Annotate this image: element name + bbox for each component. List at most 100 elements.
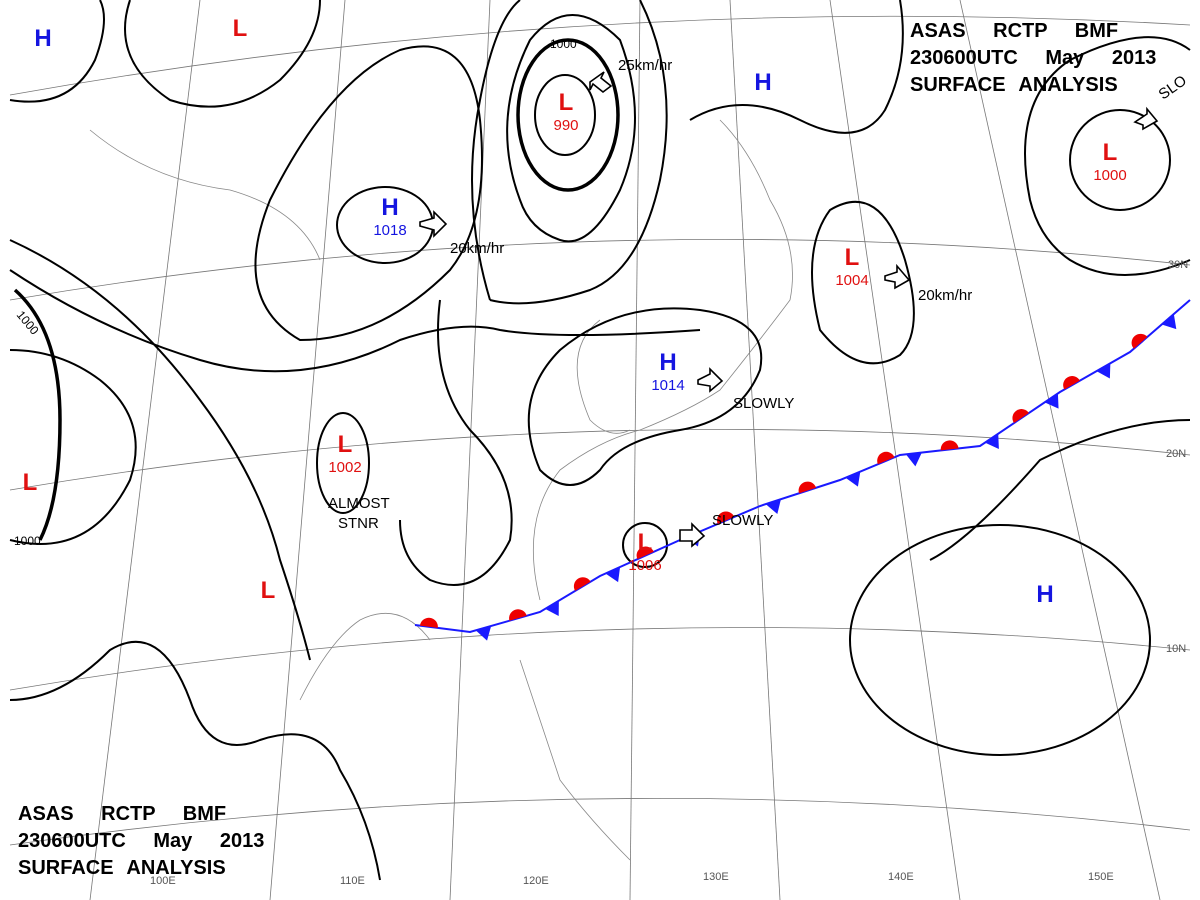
isobars-item <box>527 307 763 486</box>
graticule-item <box>9 429 1191 491</box>
isobar-label: 1000 <box>14 534 41 548</box>
center-symbol: L <box>261 577 276 604</box>
isobar-label: 1000 <box>550 37 577 51</box>
center-pressure: 1014 <box>651 377 684 394</box>
motion-label: SLOWLY <box>712 512 773 529</box>
isobars-item <box>9 0 105 103</box>
motion-label: STNR <box>338 515 379 532</box>
motion-arrows <box>419 71 1159 548</box>
coastline-item <box>576 319 631 434</box>
motion-label: 20km/hr <box>918 287 972 304</box>
isobars-item <box>399 299 513 586</box>
center-symbol: L <box>233 15 248 42</box>
motion-arrows-item <box>419 210 448 238</box>
isobars-item <box>811 200 915 365</box>
isobars-item <box>124 0 321 108</box>
isobars-item <box>534 74 596 156</box>
warm-front-symbol <box>877 451 895 465</box>
longitude-label: 120E <box>523 875 549 887</box>
center-pressure: 1002 <box>328 459 361 476</box>
cold-front-symbol <box>905 452 922 467</box>
warm-front-symbol <box>798 481 817 494</box>
isobars-item <box>516 38 620 192</box>
center-symbol: H <box>34 25 51 52</box>
isobars-item <box>506 14 636 243</box>
coastline-item <box>519 659 631 861</box>
isobars-item <box>1069 109 1171 211</box>
center-pressure: 990 <box>553 117 578 134</box>
cold-front-symbol <box>475 625 492 641</box>
latitude-label: 10N <box>1166 643 1186 655</box>
longitude-label: 150E <box>1088 871 1114 883</box>
isobars-item <box>929 419 1191 561</box>
center-pressure: 1018 <box>373 222 406 239</box>
warm-front-symbol <box>717 511 735 524</box>
warm-front-symbol <box>1131 333 1148 349</box>
center-symbol: H <box>381 194 398 221</box>
cold-front-symbol <box>845 471 861 487</box>
warm-front-symbol <box>1012 409 1029 424</box>
coastline-item <box>299 613 431 701</box>
warm-front-symbol <box>419 617 438 628</box>
header-line: SURFACE ANALYSIS <box>910 74 1118 96</box>
motion-arrows-item <box>589 71 613 94</box>
header-line: SURFACE ANALYSIS <box>18 857 226 879</box>
isobars-item <box>9 640 381 881</box>
latitude-label: 30N <box>1168 259 1188 271</box>
graticule-item <box>629 0 641 900</box>
isobars-item <box>254 45 483 342</box>
center-symbol: H <box>754 69 771 96</box>
cold-front-symbol <box>545 600 559 616</box>
isobars-item <box>9 349 137 545</box>
header-line: ASAS RCTP BMF <box>18 803 226 825</box>
header-line: 230600UTC May 2013 <box>910 47 1156 69</box>
center-symbol: H <box>659 349 676 376</box>
graticule-item <box>829 0 961 900</box>
header-line: ASAS RCTP BMF <box>910 20 1118 42</box>
warm-front-symbol <box>1063 376 1080 390</box>
warm-front-symbol <box>636 546 654 560</box>
motion-arrows-item <box>697 367 724 393</box>
center-symbol: L <box>23 469 38 496</box>
graticule-item <box>89 0 201 900</box>
isobars-item <box>1024 36 1191 276</box>
motion-arrows-item <box>1133 106 1159 131</box>
motion-label: ALMOST <box>328 495 390 512</box>
isobars-item <box>9 269 701 373</box>
coastline-item <box>89 129 321 261</box>
center-symbol: L <box>1103 139 1118 166</box>
graticule-item <box>9 15 1191 96</box>
motion-label: 20km/hr <box>450 240 504 257</box>
center-symbol: H <box>1036 581 1053 608</box>
geo-labels: 30N 20N 10N 100E 110E 120E 130E 140E 150… <box>150 259 1188 887</box>
graticule-item <box>729 0 781 900</box>
cold-front-symbol <box>1044 393 1059 409</box>
isobars <box>9 0 1191 881</box>
cold-front-symbol <box>984 433 999 449</box>
warm-front-symbol <box>940 440 959 451</box>
isobars-item <box>13 288 62 541</box>
longitude-label: 110E <box>340 875 365 887</box>
coastline-item <box>532 119 793 601</box>
cold-front-symbol <box>1161 314 1177 330</box>
graticule-item <box>449 0 491 900</box>
isobars-item <box>471 0 668 305</box>
motions: 25km/hr 20km/hr 20km/hr SLOWLY SLOWLY AL… <box>328 57 1190 532</box>
isobars-item <box>689 0 904 134</box>
isobars-item <box>316 412 370 514</box>
center-pressure: 1006 <box>628 557 661 574</box>
motion-arrows-item <box>679 522 706 548</box>
latitude-label: 20N <box>1166 448 1186 460</box>
header-line: 230600UTC May 2013 <box>18 830 264 852</box>
longitude-label: 140E <box>888 871 914 883</box>
graticule-item <box>9 627 1191 691</box>
warm-front-symbol <box>573 577 591 591</box>
coastline <box>89 119 793 861</box>
center-symbol: L <box>338 431 353 458</box>
graticule <box>9 0 1191 900</box>
isobars-item <box>9 239 311 661</box>
center-symbol: L <box>845 244 860 271</box>
